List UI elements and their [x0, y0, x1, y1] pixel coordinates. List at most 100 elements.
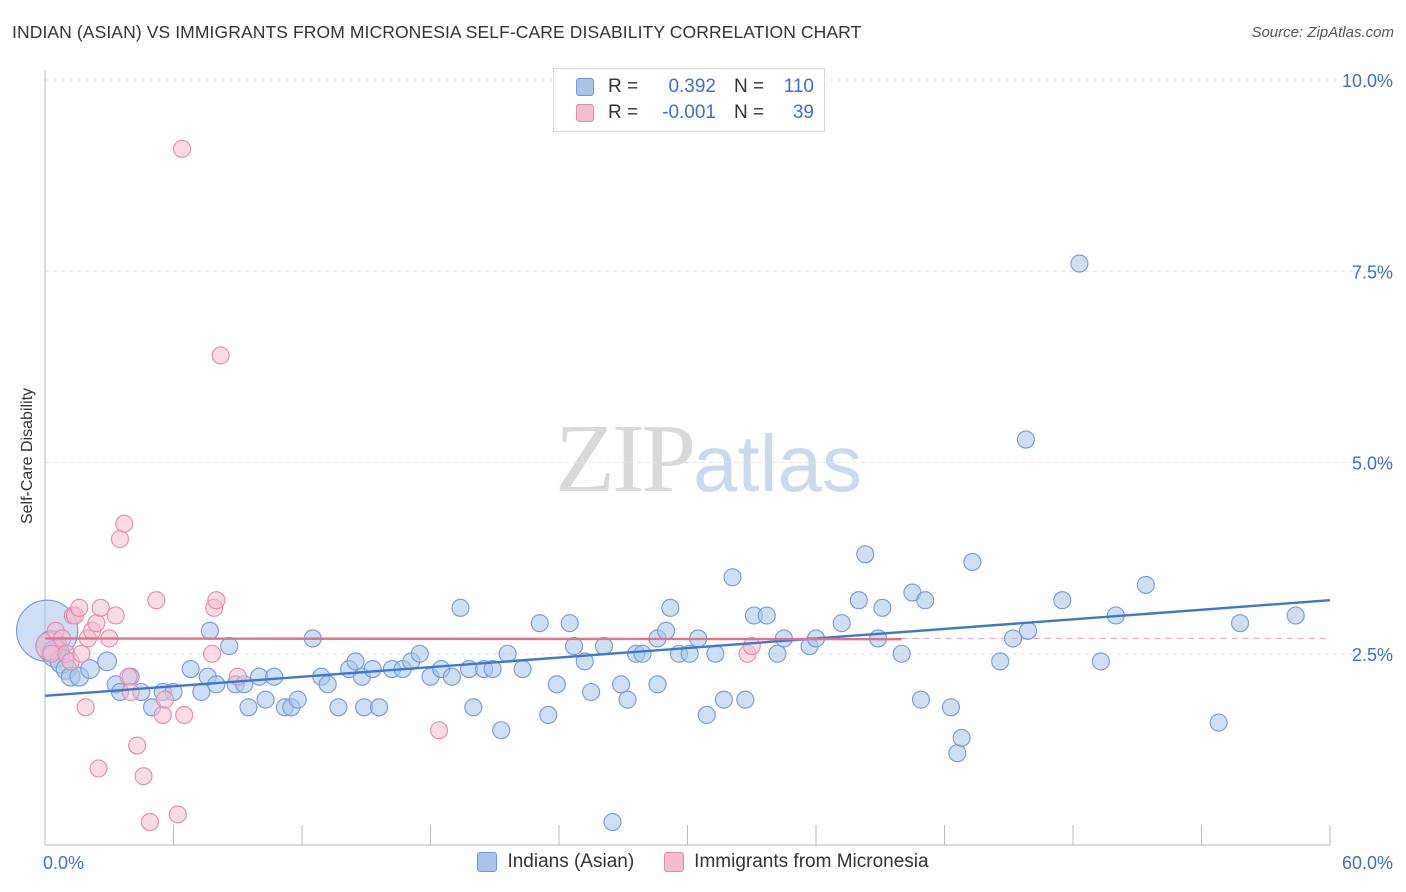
series-legend-swatch-micronesia [664, 852, 685, 872]
indians-point [916, 591, 935, 610]
indians-point [539, 705, 558, 725]
series-legend-item-indians[interactable]: Indians (Asian) [477, 851, 634, 873]
indians-point [530, 614, 549, 633]
legend-n-value: 39 [792, 102, 814, 123]
indians-point [736, 690, 755, 709]
series-legend-label-micronesia: Immigrants from Micronesia [694, 851, 929, 872]
micronesia-trend-line [44, 637, 902, 641]
micronesia-point [72, 644, 91, 663]
indians-point [714, 690, 733, 709]
micronesia-point [106, 606, 125, 625]
indians-point [849, 591, 868, 610]
indians-point [97, 651, 118, 672]
indians-point [873, 598, 892, 617]
source-label: Source: ZipAtlas.com [1251, 24, 1394, 41]
micronesia-point [175, 705, 194, 725]
indians-point [768, 644, 787, 663]
indians-point [239, 698, 258, 717]
indians-point [948, 744, 967, 763]
micronesia-point [128, 736, 147, 755]
legend-n-value: 110 [783, 76, 814, 97]
indians-point [442, 667, 461, 686]
y-axis-label: Self-Care Disability [19, 387, 36, 525]
indians-point [603, 812, 622, 832]
legend-swatch-micronesia [576, 104, 594, 122]
indians-point [1003, 629, 1023, 648]
indians-point [370, 698, 389, 717]
legend-n-label: N = [734, 76, 765, 97]
indians-point [1209, 713, 1228, 732]
y-tick-label: 2.5% [1352, 645, 1393, 665]
y-tick-label: 10.0% [1342, 71, 1393, 91]
micronesia-point [89, 759, 108, 778]
indians-point [547, 675, 566, 694]
correlation-legend: R = 0.392 N = 110 R = -0.001 N = 39 [553, 68, 825, 132]
indians-point [680, 644, 699, 663]
series-legend-label-indians: Indians (Asian) [507, 851, 635, 872]
indians-point [181, 659, 200, 679]
micronesia-point [168, 805, 187, 824]
indians-point [318, 675, 337, 694]
micronesia-point [207, 591, 226, 610]
indians-point [498, 644, 517, 663]
indians-point [288, 690, 307, 709]
indians-point [1231, 614, 1250, 633]
indians-point [492, 721, 511, 740]
indians-point [618, 690, 637, 709]
indians-point [451, 598, 470, 617]
legend-r-value: -0.001 [662, 102, 716, 123]
indians-point [483, 659, 502, 679]
y-tick-label: 5.0% [1352, 454, 1393, 474]
indians-point [200, 621, 219, 640]
series-legend-swatch-indians [477, 852, 498, 872]
indians-point [265, 667, 284, 686]
indians-point [582, 682, 601, 702]
indians-point [657, 621, 676, 640]
micronesia-point [153, 705, 172, 725]
indians-point [1136, 575, 1155, 594]
indians-point [911, 690, 930, 709]
series-legend: Indians (Asian) Immigrants from Micrones… [0, 851, 1406, 873]
indians-point [661, 598, 680, 617]
indians-point [363, 659, 382, 679]
legend-n-label: N = [734, 102, 765, 123]
chart-title: INDIAN (ASIAN) VS IMMIGRANTS FROM MICRON… [12, 22, 862, 42]
micronesia-point [140, 812, 159, 832]
micronesia-point [115, 514, 134, 533]
micronesia-point [70, 598, 89, 617]
indians-point [464, 698, 483, 717]
legend-swatch-indians [576, 78, 594, 96]
indians-point [963, 552, 982, 572]
indians-point [410, 644, 429, 663]
indians-point [832, 614, 851, 633]
indians-point [346, 652, 365, 671]
indians-point [706, 644, 725, 663]
micronesia-point [119, 667, 138, 686]
micronesia-point [87, 614, 106, 633]
indians-point [1053, 591, 1072, 610]
indians-point [892, 644, 911, 663]
legend-row-micronesia: R = -0.001 N = 39 [576, 100, 814, 126]
micronesia-point [91, 598, 110, 617]
micronesia-point [110, 529, 130, 549]
indians-point [220, 637, 239, 656]
indians-point [757, 606, 776, 625]
indians-point [564, 637, 584, 656]
micronesia-point [203, 644, 222, 663]
y-tick-label: 7.5% [1352, 262, 1393, 282]
legend-r-label: R = [608, 76, 639, 97]
watermark-atlas: atlas [693, 419, 862, 508]
micronesia-point [134, 767, 153, 786]
indians-point [941, 698, 960, 717]
micronesia-point [121, 682, 140, 702]
micronesia-point [147, 591, 166, 610]
indians-point [256, 690, 275, 709]
indians-point [991, 652, 1010, 671]
indians-point [329, 698, 348, 717]
series-legend-item-micronesia[interactable]: Immigrants from Micronesia [664, 851, 929, 873]
micronesia-point [430, 721, 449, 740]
indians-point [612, 675, 631, 694]
indians-point [1070, 254, 1089, 273]
indians-point [1286, 606, 1305, 625]
